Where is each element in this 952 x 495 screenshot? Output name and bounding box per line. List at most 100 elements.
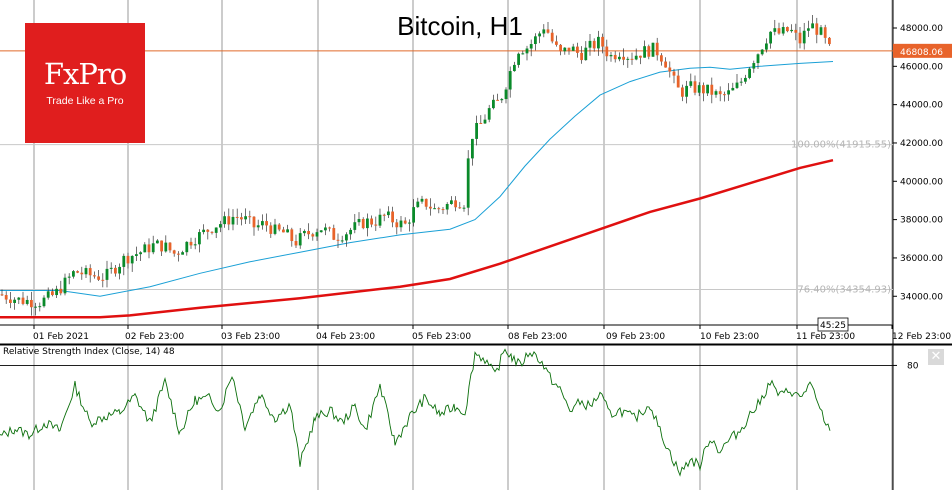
candle bbox=[496, 93, 499, 101]
candle bbox=[710, 77, 714, 104]
candle-body bbox=[277, 224, 281, 230]
candle bbox=[193, 237, 197, 250]
candle-body bbox=[634, 55, 638, 60]
candle-body bbox=[164, 242, 168, 252]
candle-body bbox=[546, 29, 550, 33]
candle-body bbox=[685, 85, 688, 97]
candle-body bbox=[437, 208, 441, 210]
candle bbox=[592, 38, 596, 52]
candle bbox=[622, 48, 625, 66]
candle bbox=[706, 84, 709, 97]
candle-body bbox=[584, 47, 588, 61]
candle bbox=[55, 285, 58, 299]
candle-body bbox=[17, 297, 21, 300]
candle-body bbox=[185, 241, 189, 253]
candle bbox=[231, 209, 235, 231]
candle bbox=[576, 42, 579, 58]
candle-body bbox=[576, 46, 579, 53]
y-tick-label: 34000.00 bbox=[900, 292, 943, 302]
candle bbox=[760, 49, 764, 56]
candle bbox=[25, 295, 29, 306]
candle bbox=[382, 213, 386, 222]
candle-body bbox=[420, 198, 424, 202]
candle-body bbox=[202, 229, 205, 233]
candle bbox=[534, 33, 537, 51]
candle bbox=[0, 289, 4, 297]
candle bbox=[269, 222, 273, 238]
candle bbox=[114, 265, 117, 277]
candle-body bbox=[76, 271, 79, 273]
candle bbox=[454, 196, 457, 212]
candle bbox=[105, 260, 109, 288]
candle-body bbox=[483, 119, 487, 124]
candle bbox=[88, 264, 92, 283]
candle bbox=[538, 31, 541, 44]
candle bbox=[756, 53, 760, 69]
candle bbox=[450, 196, 453, 205]
candle-body bbox=[84, 268, 88, 275]
candle-body bbox=[366, 218, 369, 229]
candle-body bbox=[807, 28, 810, 31]
candle-body bbox=[760, 49, 764, 55]
candle bbox=[198, 229, 201, 253]
candle bbox=[479, 115, 483, 124]
candle bbox=[685, 80, 688, 104]
close-indicator-button[interactable]: ✕ bbox=[928, 349, 944, 365]
candle bbox=[332, 224, 336, 241]
x-tick-label: 03 Feb 23:00 bbox=[221, 332, 280, 342]
candle bbox=[395, 218, 399, 235]
candle-body bbox=[773, 28, 777, 32]
candle bbox=[605, 39, 609, 62]
candle bbox=[424, 198, 428, 210]
candle-body bbox=[34, 306, 37, 308]
candle bbox=[555, 35, 558, 47]
candle-body bbox=[647, 46, 651, 57]
y-tick-label: 46000.00 bbox=[900, 62, 943, 72]
candle-body bbox=[588, 40, 592, 48]
candle-body bbox=[781, 27, 785, 34]
candle-body bbox=[189, 241, 193, 246]
candle-body bbox=[571, 46, 575, 51]
candle bbox=[773, 19, 777, 36]
candle-body bbox=[710, 84, 714, 95]
candle-body bbox=[122, 255, 126, 267]
candle bbox=[235, 208, 239, 225]
candle bbox=[345, 232, 348, 247]
candle bbox=[819, 24, 823, 36]
candle-body bbox=[231, 216, 235, 225]
candle-body bbox=[315, 232, 319, 237]
candle bbox=[416, 197, 420, 208]
candle bbox=[210, 231, 214, 235]
candle bbox=[340, 235, 344, 244]
candle-body bbox=[59, 288, 63, 294]
candle bbox=[51, 288, 54, 297]
candle-body bbox=[475, 122, 478, 139]
candle bbox=[261, 214, 264, 230]
x-tick-label: 02 Feb 23:00 bbox=[125, 332, 184, 342]
candle bbox=[101, 273, 105, 288]
candle bbox=[378, 208, 382, 229]
candle-body bbox=[391, 211, 394, 223]
candle-body bbox=[130, 255, 134, 264]
candle bbox=[46, 287, 50, 300]
x-tick-label: 04 Feb 23:00 bbox=[316, 332, 375, 342]
current-price-tag bbox=[893, 43, 952, 58]
candle-body bbox=[269, 225, 273, 234]
fib-level-label: 76.40%(34354.93) bbox=[797, 284, 891, 295]
rsi-level-label: 80 bbox=[907, 361, 919, 371]
candle bbox=[366, 213, 369, 237]
candle bbox=[206, 229, 210, 240]
x-tick-label: 01 Feb 2021 bbox=[33, 332, 89, 342]
candle bbox=[693, 75, 697, 96]
candle-body bbox=[445, 204, 449, 210]
candle bbox=[429, 198, 432, 216]
candle bbox=[559, 43, 562, 56]
candle bbox=[781, 22, 785, 36]
candle bbox=[265, 213, 268, 232]
candle bbox=[387, 206, 390, 218]
candle bbox=[324, 223, 327, 236]
candle bbox=[147, 238, 151, 259]
candle-body bbox=[790, 29, 793, 32]
candle bbox=[223, 211, 226, 228]
candle-body bbox=[525, 48, 529, 54]
